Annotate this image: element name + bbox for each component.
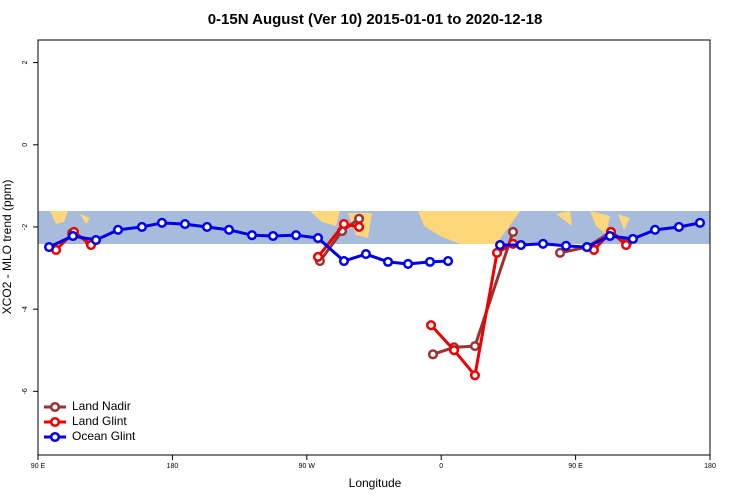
x-tick-label: 90 W [299,463,316,470]
data-point [425,320,437,331]
data-point [156,217,167,228]
data-point [338,219,350,230]
data-point [246,230,258,241]
data-point [469,341,480,352]
data-point [354,221,365,233]
data-point [338,256,350,267]
data-point [621,239,632,251]
data-point [223,224,235,235]
legend-label: Land Nadir [72,399,131,413]
x-tick-label: 0 [439,463,443,470]
data-point [179,219,190,230]
data-point [627,233,638,244]
data-point [673,221,684,233]
data-point [448,345,460,356]
legend-marker [49,416,61,428]
plot-frame [37,39,711,456]
y-tick-label: -2 [22,224,29,230]
data-point [494,239,506,251]
land [50,211,630,244]
legend-label: Land Glint [72,414,127,428]
data-point [67,230,78,242]
x-axis-label: Longitude [349,476,402,490]
data-point [201,221,213,233]
x-tick-label: 180 [704,463,716,470]
data-point [360,249,371,260]
legend-marker [49,431,61,443]
data-point [136,221,147,233]
series-line [500,221,701,249]
data-point [649,224,661,235]
data-point [694,217,706,228]
x-tick-label: 180 [167,463,179,470]
data-point [402,258,414,269]
data-point [537,238,549,249]
data-point [560,240,572,251]
data-point [443,256,454,267]
legend-marker [49,401,61,413]
data-point [382,256,394,267]
data-point [581,242,592,253]
y-tick-label: 0 [22,143,29,147]
data-point [268,230,279,242]
data-point [312,251,324,263]
x-tick-label: 90 E [568,463,583,470]
data-point [354,213,365,224]
y-tick-label: 2 [22,61,29,65]
data-point [290,230,302,241]
data-point [112,224,124,235]
series-line [429,242,514,379]
legend-label: Ocean Glint [72,429,136,443]
y-axis-label: XCO2 - MLO trend (ppm) [0,180,14,315]
data-point [424,256,436,267]
data-point [312,232,324,244]
data-point [507,226,519,237]
y-tick-label: -6 [22,388,29,394]
data-point [469,370,480,381]
data-point [427,349,439,360]
data-point [555,247,566,258]
data-point [492,247,503,258]
data-point [604,230,615,242]
data-point [44,242,55,253]
data-point [515,239,526,251]
data-point [90,235,101,246]
x-tick-label: 90 E [31,463,46,470]
series-line [432,231,515,356]
y-tick-label: -4 [22,306,29,312]
map-strip [38,211,710,244]
chart-title: 0-15N August (Ver 10) 2015-01-01 to 2020… [208,11,543,28]
